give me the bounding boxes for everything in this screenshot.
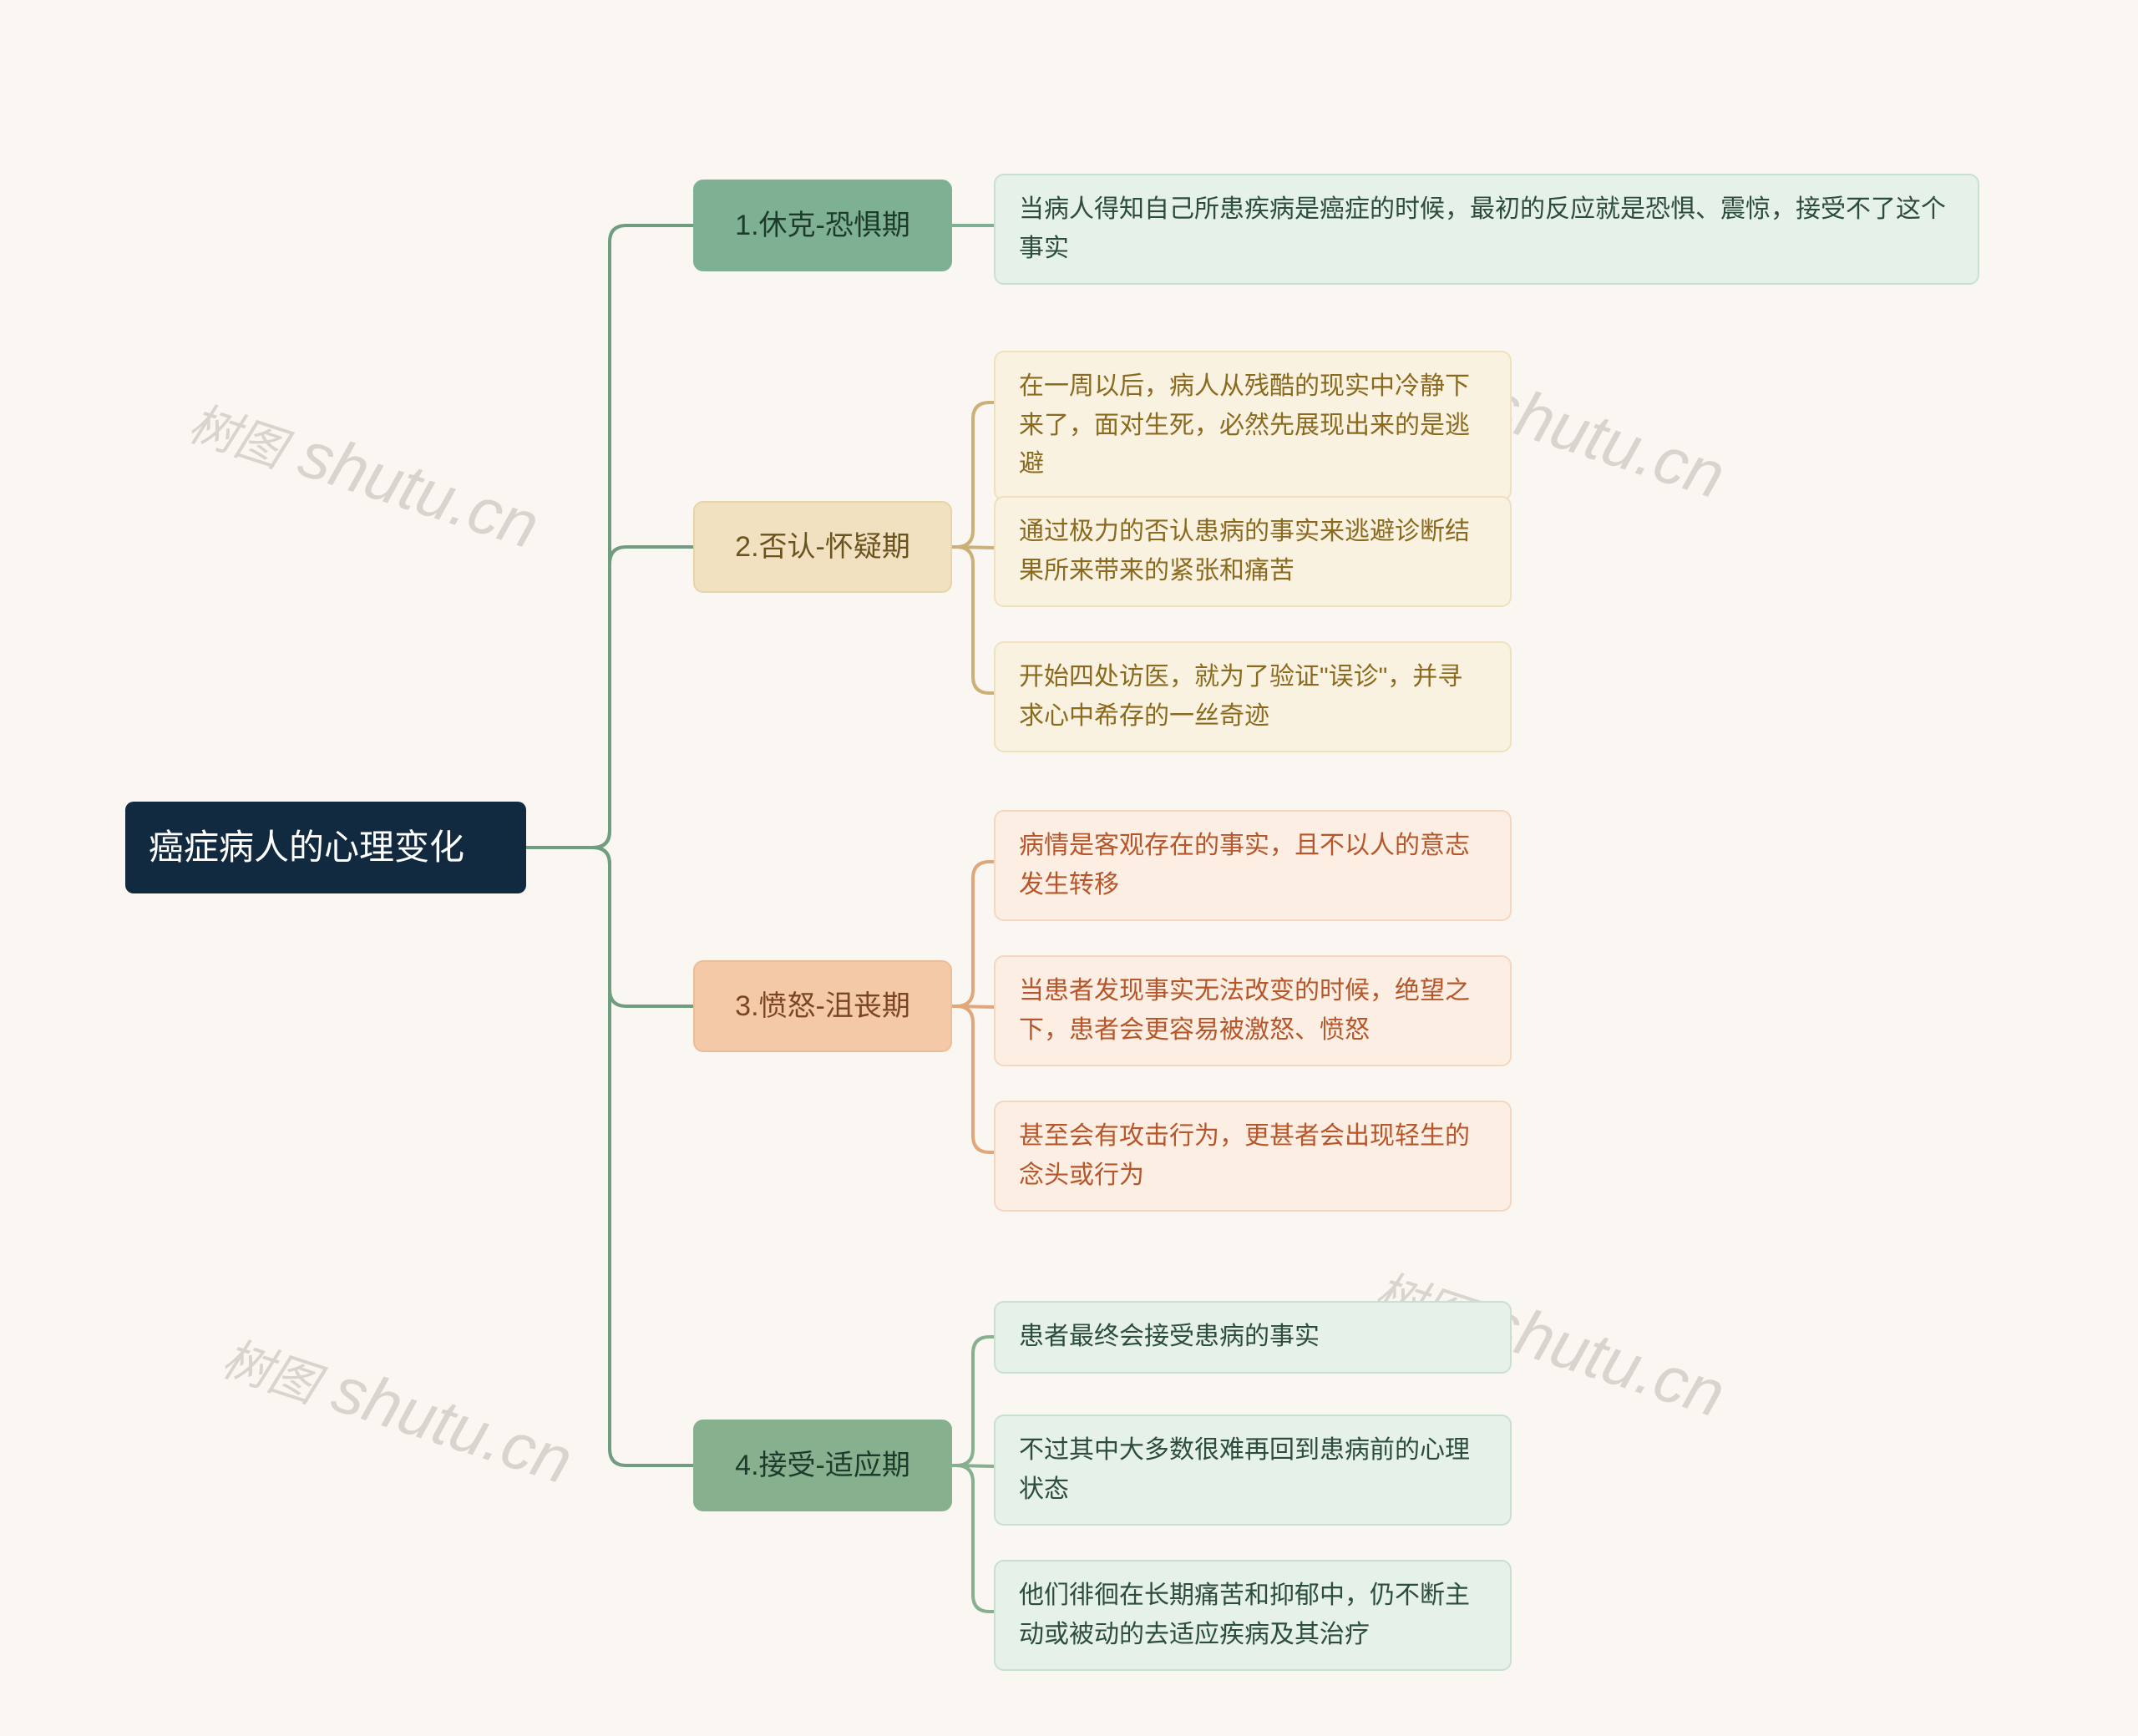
- watermark: 树图 shutu.cn: [181, 380, 549, 564]
- connector: [526, 225, 693, 848]
- branch-4-leaf-1-label: 患者最终会接受患病的事实: [1019, 1318, 1320, 1357]
- connector: [952, 1006, 994, 1152]
- branch-2-leaf-1[interactable]: 在一周以后，病人从残酷的现实中冷静下来了，面对生死，必然先展现出来的是逃避: [994, 351, 1512, 501]
- branch-2-label: 2.否认-怀疑期: [735, 525, 910, 569]
- branch-2-leaf-3-label: 开始四处访医，就为了验证"误诊"，并寻求心中希存的一丝奇迹: [1019, 658, 1487, 736]
- branch-2[interactable]: 2.否认-怀疑期: [693, 501, 952, 593]
- branch-3[interactable]: 3.愤怒-沮丧期: [693, 960, 952, 1052]
- branch-1-label: 1.休克-恐惧期: [735, 204, 910, 248]
- branch-4-label: 4.接受-适应期: [735, 1444, 910, 1488]
- connector: [526, 848, 693, 1465]
- branch-3-leaf-2[interactable]: 当患者发现事实无法改变的时候，绝望之下，患者会更容易被激怒、愤怒: [994, 955, 1512, 1066]
- connector: [952, 1465, 994, 1466]
- branch-4-leaf-3[interactable]: 他们徘徊在长期痛苦和抑郁中，仍不断主动或被动的去适应疾病及其治疗: [994, 1560, 1512, 1671]
- watermark: 树图 shutu.cn: [215, 1315, 582, 1499]
- watermark-zh: 树图: [182, 396, 291, 478]
- connector: [952, 547, 994, 548]
- connector: [526, 547, 693, 848]
- branch-1[interactable]: 1.休克-恐惧期: [693, 180, 952, 271]
- branch-2-leaf-1-label: 在一周以后，病人从残酷的现实中冷静下来了，面对生死，必然先展现出来的是逃避: [1019, 367, 1487, 484]
- branch-4[interactable]: 4.接受-适应期: [693, 1420, 952, 1511]
- connector: [952, 1006, 994, 1007]
- branch-4-leaf-2[interactable]: 不过其中大多数很难再回到患病前的心理状态: [994, 1415, 1512, 1526]
- mindmap-stage: 树图 shutu.cn树图 shutu.cn树图 shutu.cn树图 shut…: [0, 0, 2138, 1736]
- branch-3-leaf-1-label: 病情是客观存在的事实，且不以人的意志发生转移: [1019, 827, 1487, 904]
- branch-3-leaf-3-label: 甚至会有攻击行为，更甚者会出现轻生的念头或行为: [1019, 1117, 1487, 1195]
- root-node[interactable]: 癌症病人的心理变化: [125, 802, 526, 893]
- branch-1-leaf-1-label: 当病人得知自己所患疾病是癌症的时候，最初的反应就是恐惧、震惊，接受不了这个事实: [1019, 190, 1954, 268]
- root-node-label: 癌症病人的心理变化: [149, 820, 464, 874]
- branch-2-leaf-2[interactable]: 通过极力的否认患病的事实来逃避诊断结果所来带来的紧张和痛苦: [994, 496, 1512, 607]
- connector: [952, 862, 994, 1006]
- connector: [952, 1465, 994, 1612]
- branch-3-label: 3.愤怒-沮丧期: [735, 984, 910, 1029]
- connector: [952, 402, 994, 547]
- branch-4-leaf-3-label: 他们徘徊在长期痛苦和抑郁中，仍不断主动或被动的去适应疾病及其治疗: [1019, 1577, 1487, 1654]
- branch-1-leaf-1[interactable]: 当病人得知自己所患疾病是癌症的时候，最初的反应就是恐惧、震惊，接受不了这个事实: [994, 174, 1979, 285]
- connector: [526, 848, 693, 1006]
- branch-4-leaf-2-label: 不过其中大多数很难再回到患病前的心理状态: [1019, 1431, 1487, 1509]
- branch-4-leaf-1[interactable]: 患者最终会接受患病的事实: [994, 1301, 1512, 1374]
- connector: [952, 547, 994, 693]
- watermark-en: 树图 shutu.cn: [215, 1315, 582, 1499]
- watermark-zh: 树图: [215, 1331, 324, 1413]
- branch-3-leaf-3[interactable]: 甚至会有攻击行为，更甚者会出现轻生的念头或行为: [994, 1101, 1512, 1212]
- branch-2-leaf-2-label: 通过极力的否认患病的事实来逃避诊断结果所来带来的紧张和痛苦: [1019, 513, 1487, 590]
- branch-3-leaf-2-label: 当患者发现事实无法改变的时候，绝望之下，患者会更容易被激怒、愤怒: [1019, 972, 1487, 1050]
- watermark-en: 树图 shutu.cn: [181, 380, 549, 564]
- connector: [952, 1337, 994, 1465]
- branch-3-leaf-1[interactable]: 病情是客观存在的事实，且不以人的意志发生转移: [994, 810, 1512, 921]
- branch-2-leaf-3[interactable]: 开始四处访医，就为了验证"误诊"，并寻求心中希存的一丝奇迹: [994, 641, 1512, 752]
